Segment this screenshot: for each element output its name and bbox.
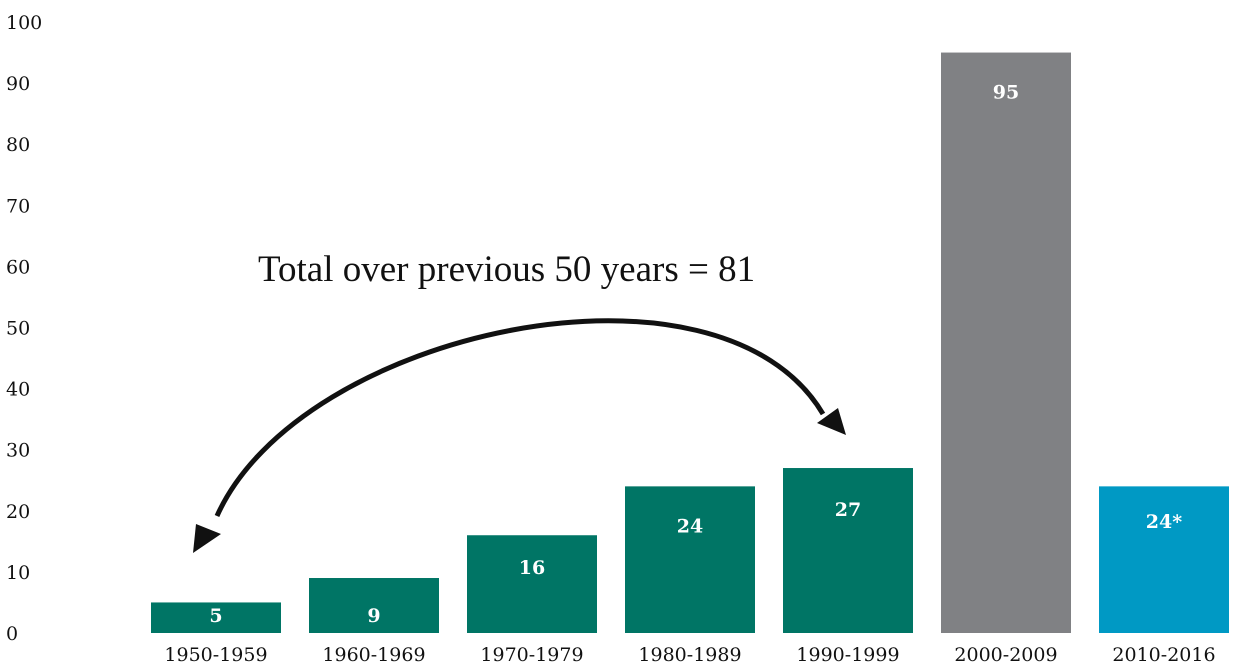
y-tick-label: 70 bbox=[6, 195, 30, 217]
x-category-label: 2000-2009 bbox=[954, 644, 1057, 665]
arrowhead-right bbox=[817, 408, 846, 435]
x-category-label: 1990-1999 bbox=[796, 644, 899, 665]
y-tick-label: 100 bbox=[6, 12, 42, 34]
arrowhead-left bbox=[193, 524, 221, 553]
y-tick-label: 30 bbox=[6, 440, 30, 462]
data-label: 5 bbox=[209, 605, 222, 627]
bar-1990-1999 bbox=[783, 468, 913, 633]
data-label: 95 bbox=[993, 82, 1019, 104]
x-category-label: 2010-2016 bbox=[1112, 644, 1215, 665]
annotation: Total over previous 50 years = 81 bbox=[193, 249, 846, 553]
y-tick-label: 90 bbox=[6, 73, 30, 95]
data-label: 16 bbox=[519, 557, 545, 579]
x-category-label: 1980-1989 bbox=[638, 644, 741, 665]
data-label: 24* bbox=[1146, 511, 1182, 533]
x-category-label: 1950-1959 bbox=[164, 644, 267, 665]
annotation-text: Total over previous 50 years = 81 bbox=[258, 249, 755, 290]
double-headed-arrow bbox=[214, 318, 826, 518]
data-label: 24 bbox=[677, 515, 703, 537]
y-tick-label: 80 bbox=[6, 134, 30, 156]
y-tick-label: 50 bbox=[6, 318, 30, 340]
y-tick-label: 10 bbox=[6, 562, 30, 584]
y-axis: 0 10 20 30 40 50 60 70 80 90 100 bbox=[6, 12, 42, 645]
y-tick-label: 60 bbox=[6, 256, 30, 278]
bar-2010-2016 bbox=[1099, 486, 1229, 633]
bars bbox=[151, 52, 1229, 634]
bar-1970-1979 bbox=[467, 535, 597, 633]
data-label: 9 bbox=[367, 605, 380, 627]
data-label: 27 bbox=[835, 499, 861, 521]
x-category-label: 1960-1969 bbox=[322, 644, 425, 665]
x-category-label: 1970-1979 bbox=[480, 644, 583, 665]
bar-1960-1969 bbox=[309, 578, 439, 633]
x-axis: 1950-1959 1960-1969 1970-1979 1980-1989 1990… bbox=[164, 644, 1215, 665]
bar-2000-2009 bbox=[941, 52, 1071, 634]
y-tick-label: 20 bbox=[6, 501, 30, 523]
bar-1980-1989 bbox=[625, 486, 755, 633]
y-tick-label: 0 bbox=[6, 623, 18, 645]
bar-1950-1959 bbox=[151, 602, 281, 633]
y-tick-label: 40 bbox=[6, 379, 30, 401]
data-labels: 5 9 16 24 27 95 24* bbox=[209, 82, 1182, 627]
